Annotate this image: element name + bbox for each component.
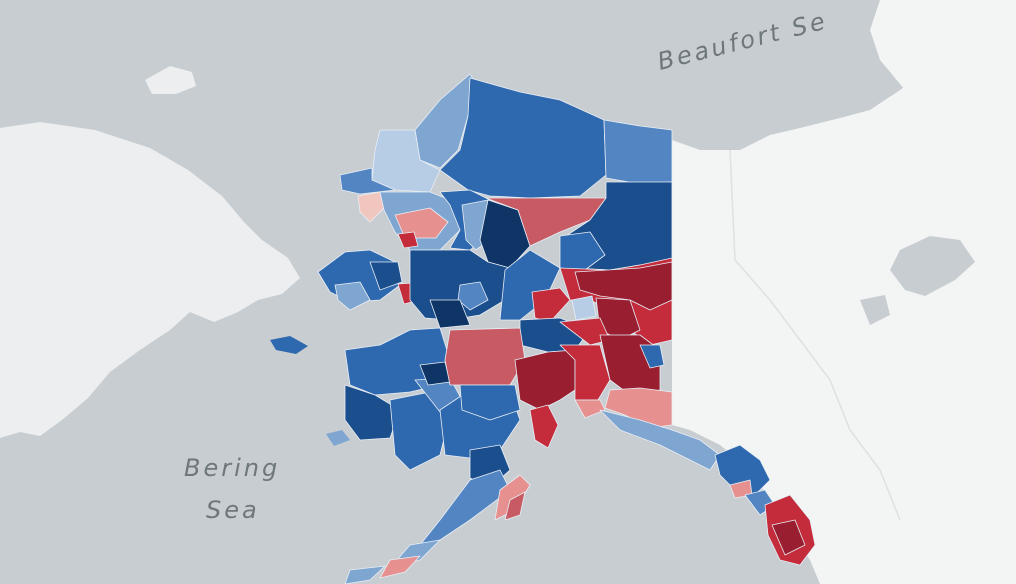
region-kenai-red[interactable] [529, 404, 559, 449]
russia-island [145, 66, 196, 94]
region-aleutians-pale[interactable] [379, 555, 421, 579]
region-seward-c[interactable] [369, 261, 403, 291]
region-north-slope-east[interactable] [603, 119, 673, 185]
canada-border-line [729, 149, 901, 521]
region-nw-arctic-darkred[interactable] [397, 231, 419, 249]
region-interior-west-d[interactable] [429, 299, 471, 329]
lake-2 [860, 295, 890, 325]
region-kenai-light[interactable] [574, 399, 606, 419]
canada-north-island [870, 0, 1016, 105]
russia-landmass [0, 122, 300, 438]
region-fairbanks-darkred[interactable] [574, 261, 673, 311]
st-lawrence-island [270, 336, 308, 354]
lake [890, 236, 975, 296]
region-nw-pale[interactable] [357, 191, 385, 223]
region-east-interior-b[interactable] [559, 231, 606, 271]
region-yk-b[interactable] [344, 384, 401, 441]
region-fairbanks-red-2[interactable] [531, 287, 571, 323]
region-peninsula-blue[interactable] [419, 469, 511, 546]
region-panhandle-darkred[interactable] [771, 519, 806, 556]
bering-sea-label-line2: Sea [206, 496, 260, 524]
region-aleutians-blue[interactable] [344, 565, 386, 584]
alaska-regions [317, 73, 816, 584]
region-matsu-darkred[interactable] [514, 349, 576, 411]
region-mid-red[interactable] [444, 327, 526, 386]
region-fairbanks-lake[interactable] [571, 295, 597, 321]
region-nw-2[interactable] [339, 167, 396, 195]
nunivak-island [326, 430, 350, 446]
region-copper-blue[interactable] [639, 344, 665, 369]
region-kodiak-red-2[interactable] [504, 491, 526, 521]
region-panhandle-blue[interactable] [714, 444, 771, 496]
region-interior-west-c[interactable] [457, 281, 489, 311]
region-seward-b[interactable] [334, 281, 371, 311]
region-gulf-coast-light[interactable] [599, 409, 721, 471]
region-interior-mid-blue[interactable] [459, 384, 521, 421]
bering-sea-label-line1: Bering [184, 454, 280, 482]
canada-landmass [672, 20, 1016, 584]
